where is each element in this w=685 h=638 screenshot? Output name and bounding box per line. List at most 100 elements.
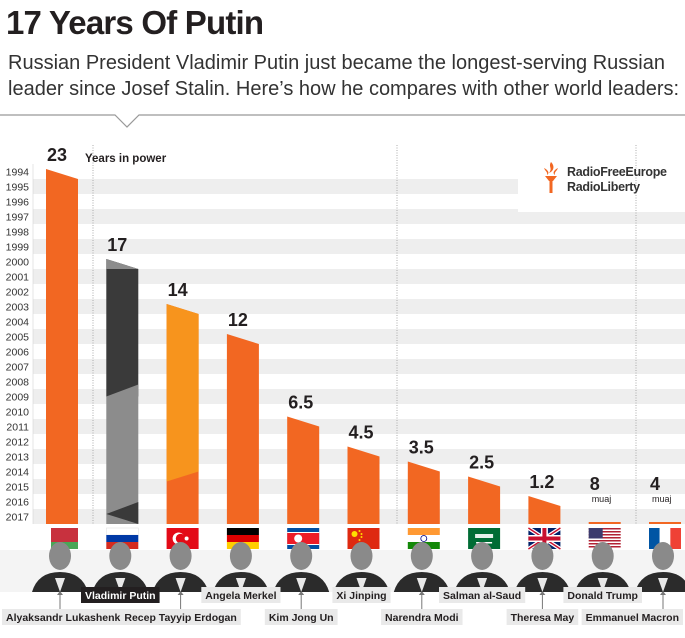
y-tick-label: 2015: [6, 482, 30, 494]
y-tick-label: 1998: [6, 227, 30, 239]
portrait-collar: [175, 578, 186, 592]
y-tick-label: 2008: [6, 377, 30, 389]
portrait-head: [350, 542, 373, 570]
portrait-head: [471, 542, 494, 570]
leader-name-label: Theresa May: [506, 591, 579, 625]
label-box: [120, 609, 241, 625]
value-sublabel: muaj: [592, 494, 612, 504]
label-arrow: [660, 591, 666, 595]
leader-name: Xi Jinping: [336, 590, 386, 602]
unit-label: Years in power: [85, 153, 167, 165]
y-tick-label: 1999: [6, 242, 30, 254]
leader-portrait: [514, 542, 571, 592]
leader-name: Angela Merkel: [205, 590, 276, 602]
leader-name: Salman al-Saud: [443, 590, 521, 602]
leader-name-label: Vladimir Putin: [81, 587, 160, 603]
leader-name-label: Recep Tayyip Erdogan: [120, 591, 241, 625]
y-tick-label: 2009: [6, 392, 30, 404]
leader-photo-strip: [0, 542, 685, 592]
label-arrow: [418, 591, 425, 595]
leader-portrait: [32, 542, 88, 592]
portrait-collar: [356, 578, 367, 592]
rferl-logo: RadioFreeEurope RadioLiberty: [539, 160, 679, 200]
y-tick-label: 2016: [6, 497, 30, 509]
france-flag: [649, 528, 681, 549]
leader-name: Narendra Modi: [385, 612, 459, 624]
north-korea-flag: [287, 528, 320, 549]
value-label: 17: [107, 235, 127, 255]
leader-portrait: [393, 542, 450, 592]
leader-portrait: [273, 542, 330, 592]
bar: [649, 522, 681, 524]
portrait-collar: [235, 578, 246, 592]
bar: [528, 496, 561, 524]
bar-group: 1.2: [528, 472, 561, 524]
portrait-collar: [115, 578, 126, 592]
portrait-head: [229, 542, 252, 570]
bar-cap: [106, 259, 139, 269]
bar-segment: [166, 304, 199, 482]
y-tick-label: 2003: [6, 302, 30, 314]
y-tick-label: 2000: [6, 257, 30, 269]
y-tick-label: 2006: [6, 347, 30, 359]
bar-group: 3.5: [407, 438, 440, 524]
logo-box: [518, 150, 685, 212]
value-sublabel: muaj: [652, 494, 672, 504]
y-tick-label: 2002: [6, 287, 30, 299]
leader-name-label: Narendra Modi: [381, 591, 463, 625]
y-tick-label: 2007: [6, 362, 30, 374]
leader-name-label: Emmanuel Macron: [581, 591, 683, 625]
y-tick-label: 2017: [6, 512, 30, 524]
value-label: 2.5: [469, 453, 494, 473]
label-box: [381, 609, 463, 625]
grid-band: [33, 239, 685, 254]
portrait-collar: [537, 578, 548, 592]
label-box: [332, 587, 391, 603]
bar-group: 2.5: [468, 453, 501, 524]
label-arrow: [57, 591, 63, 595]
y-tick-label: 2004: [6, 317, 30, 329]
leader-name-label: Xi Jinping: [332, 587, 391, 603]
header-divider: [0, 114, 685, 128]
portrait-collar: [416, 578, 427, 592]
label-box: [2, 609, 131, 625]
label-box: [201, 587, 281, 603]
portrait-collar: [658, 578, 668, 592]
value-label: 6.5: [288, 393, 313, 413]
value-label: 4.5: [349, 423, 374, 443]
y-tick-label: 2001: [6, 272, 30, 284]
leader-name: Theresa May: [511, 612, 575, 624]
bar-segment-pm: [106, 396, 139, 524]
bar: [468, 476, 501, 524]
label-arrow: [539, 591, 546, 595]
label-box: [581, 609, 683, 625]
label-box: [563, 587, 642, 603]
label-arrow: [298, 591, 305, 595]
chart-subtitle: Russian President Vladimir Putin just be…: [8, 52, 680, 100]
bar: [347, 446, 380, 524]
leader-name-label: Salman al-Saud: [438, 587, 526, 603]
y-tick-label: 1994: [6, 167, 30, 179]
bar-cap: [106, 502, 139, 524]
value-label: 3.5: [409, 438, 434, 458]
chart-title: 17 Years Of Putin: [6, 4, 264, 41]
bar-group: 23: [46, 145, 78, 524]
leader-name: Donald Trump: [567, 590, 638, 602]
y-tick-label: 2011: [6, 422, 29, 434]
bar: [226, 334, 259, 524]
portrait-collar: [296, 578, 307, 592]
value-label: 12: [228, 310, 248, 330]
torch-icon: [544, 162, 558, 193]
portrait-collar: [55, 578, 65, 592]
value-label: 4: [650, 474, 660, 494]
portrait-head: [49, 542, 71, 570]
bar: [46, 169, 78, 524]
label-arrow: [177, 591, 184, 595]
leader-name-label: Kim Jong Un: [264, 591, 338, 625]
y-tick-label: 1996: [6, 197, 30, 209]
y-tick-label: 2005: [6, 332, 30, 344]
portrait-head: [169, 542, 192, 570]
portrait-collar: [477, 578, 488, 592]
